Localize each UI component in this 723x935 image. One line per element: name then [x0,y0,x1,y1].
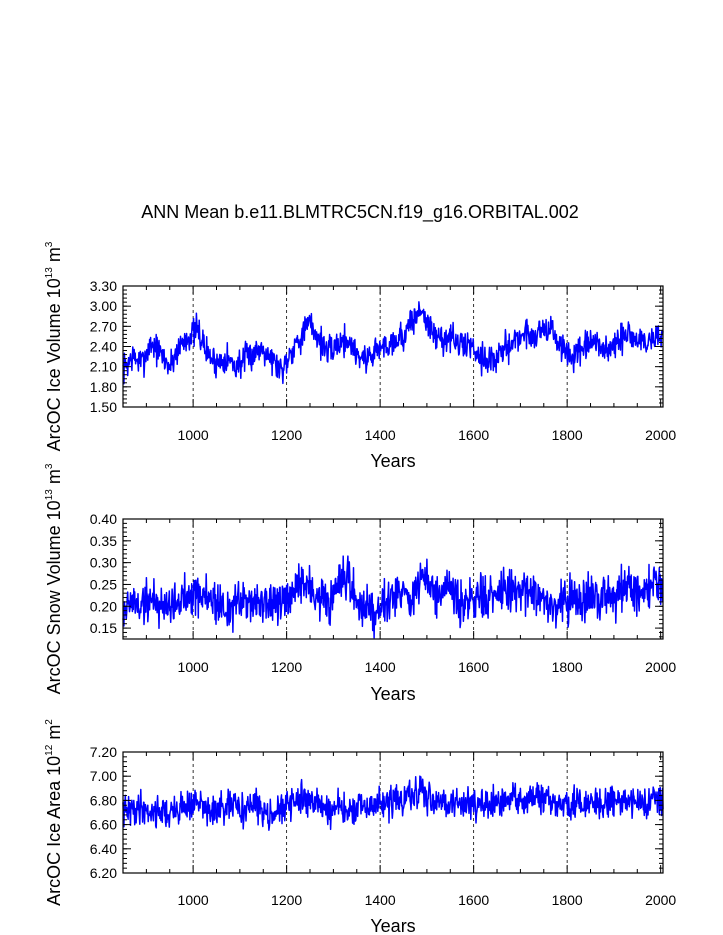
y-tick-label: 6.80 [90,792,117,808]
x-tick-label: 1000 [178,427,209,443]
y-tick-label: 0.30 [90,555,117,571]
y-tick-label: 0.35 [90,533,117,549]
y-tick-label: 3.30 [90,278,117,294]
x-tick-label: 1800 [552,659,583,675]
series-line-snow-volume [122,555,664,639]
x-tick-label: 2000 [645,892,676,908]
y-tick-label: 0.20 [90,598,117,614]
y-axis-label: ArcOC Ice Area 1012 m2 [44,719,64,906]
x-tick-label: 1800 [552,892,583,908]
panel-ice-area: 1000 1200 1400 1600 1800 2000 6.20 6.40 6.60 6.80… [44,719,676,935]
panel-snow-volume: 1000 1200 1400 1600 1800 2000 0.15 0.20 0.25 0.30… [44,463,676,704]
plot-frame [122,518,664,640]
x-tick-label: 1400 [365,892,396,908]
panel-ice-volume: 1000 1200 1400 1600 1800 2000 1.50 1.80 2.10 2.40… [44,241,676,471]
y-tick-label: 3.00 [90,298,117,314]
x-tick-label: 1400 [365,659,396,675]
x-tick-label: 2000 [645,427,676,443]
y-tick-label: 6.40 [90,841,117,857]
y-axis-label: ArcOC Snow Volume 1013 m3 [44,463,64,694]
x-axis-label: Years [370,916,415,935]
y-tick-label: 2.40 [90,339,117,355]
x-tick-label: 1800 [552,427,583,443]
y-tick-label: 2.70 [90,318,117,334]
x-tick-label: 1000 [178,659,209,675]
y-tick-label: 0.40 [90,511,117,527]
y-tick-label: 6.60 [90,817,117,833]
x-tick-label: 1600 [458,659,489,675]
panels: 1000 1200 1400 1600 1800 2000 1.50 1.80 2.10 2.40… [44,241,676,935]
y-axis-label: ArcOC Ice Volume 1013 m3 [44,241,64,451]
x-tick-label: 1600 [458,892,489,908]
y-tick-label: 2.10 [90,359,117,375]
y-tick-label: 0.15 [90,620,117,636]
y-tick-label: 1.50 [90,399,117,415]
y-tick-label: 6.20 [90,865,117,881]
x-tick-label: 1400 [365,427,396,443]
x-tick-label: 1000 [178,892,209,908]
figure-title: ANN Mean b.e11.BLMTRC5CN.f19_g16.ORBITAL… [141,202,579,223]
x-axis-label: Years [370,451,415,471]
x-axis-label: Years [370,684,415,704]
x-tick-label: 1200 [271,892,302,908]
plot-frame [122,751,664,874]
x-tick-label: 1200 [271,659,302,675]
y-tick-label: 1.80 [90,379,117,395]
y-tick-label: 0.25 [90,576,117,592]
series-line-ice-area [122,775,664,831]
x-tick-label: 2000 [645,659,676,675]
x-tick-label: 1200 [271,427,302,443]
y-tick-label: 7.20 [90,744,117,760]
x-tick-label: 1600 [458,427,489,443]
series-line-ice-volume [122,301,664,385]
y-tick-label: 7.00 [90,768,117,784]
